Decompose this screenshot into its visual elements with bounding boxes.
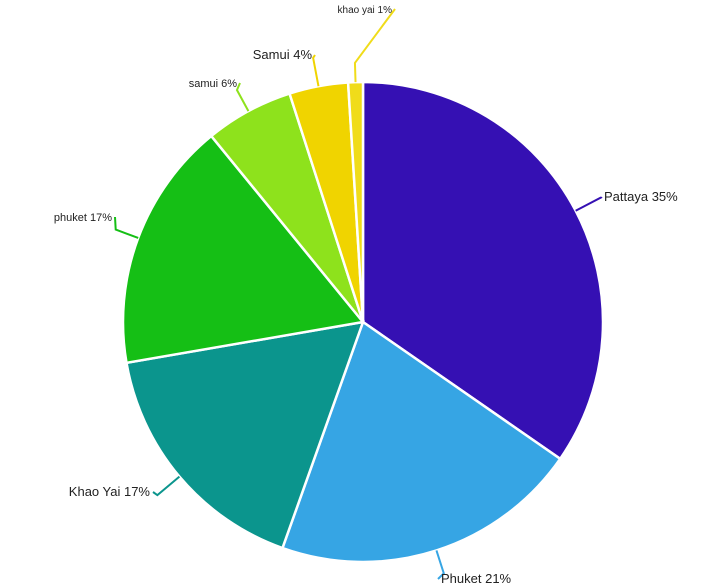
slice-label-1: Pattaya 35% bbox=[604, 189, 678, 204]
slice-label-6: Samui 4% bbox=[253, 47, 313, 62]
leader-line-1 bbox=[575, 196, 603, 212]
slice-labels-group: Pattaya 35% Phuket 21% Khao Yai 17% phuket … bbox=[54, 5, 678, 586]
slice-label-7: khao yai 1% bbox=[338, 5, 393, 16]
pie-slice-4 bbox=[121, 134, 366, 365]
leader-line-5 bbox=[235, 82, 250, 112]
slice-label-2: Phuket 21% bbox=[441, 571, 512, 586]
leader-line-7 bbox=[353, 8, 396, 83]
pie-slice-7 bbox=[346, 80, 365, 323]
slices-group bbox=[121, 80, 605, 564]
pie-slice-2 bbox=[280, 320, 562, 564]
slice-label-4: phuket 17% bbox=[54, 212, 112, 224]
leader-line-6 bbox=[312, 54, 320, 87]
pie-slice-3 bbox=[125, 320, 365, 550]
slice-label-3: Khao Yai 17% bbox=[69, 484, 151, 499]
pie-slice-1 bbox=[361, 80, 605, 461]
leader-line-4 bbox=[114, 216, 139, 239]
leader-line-2 bbox=[435, 550, 445, 580]
slice-label-5: samui 6% bbox=[189, 78, 238, 90]
leader-line-3 bbox=[152, 475, 181, 497]
leader-lines-group bbox=[114, 8, 603, 580]
